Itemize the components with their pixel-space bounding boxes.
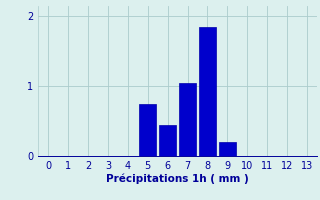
Bar [199,27,216,156]
Bar [159,125,176,156]
Bar [179,83,196,156]
Bar [139,104,156,156]
Bar [219,142,236,156]
X-axis label: Précipitations 1h ( mm ): Précipitations 1h ( mm ) [106,174,249,184]
